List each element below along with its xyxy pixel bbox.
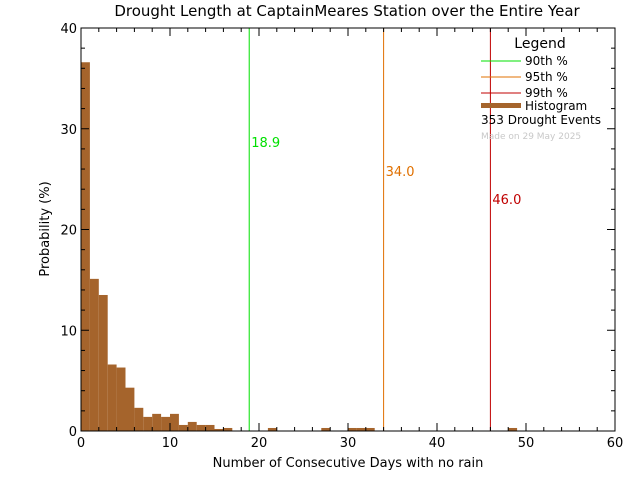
histogram-bar <box>125 387 135 431</box>
x-tick-label: 40 <box>429 436 446 451</box>
x-tick-label: 30 <box>340 436 357 451</box>
x-tick-label: 0 <box>77 436 85 451</box>
histogram-bar <box>170 413 179 431</box>
percentile-lines: 18.9 34.0 46.0 <box>248 28 521 431</box>
x-tick-label: 60 <box>607 436 624 451</box>
histogram-bar <box>107 364 117 431</box>
y-tick-label: 40 <box>60 22 77 37</box>
histogram-bar <box>161 416 170 431</box>
histogram-bar <box>348 427 357 431</box>
legend-label-99th: 99th % <box>525 86 568 100</box>
x-tick-label: 50 <box>518 436 535 451</box>
x-tick-label: 20 <box>251 436 268 451</box>
legend: Legend 90th % 95th % 99th % Histogram 35… <box>481 36 601 142</box>
histogram-bar <box>134 407 144 431</box>
histogram-bar <box>152 413 162 431</box>
histogram-bar <box>214 428 224 431</box>
y-tick-label: 30 <box>60 123 77 138</box>
y-axis-ticks: 0 10 20 30 40 <box>60 22 615 440</box>
histogram-bar <box>81 62 90 431</box>
x-axis-ticks: 0 10 20 30 40 50 60 <box>77 28 623 451</box>
histogram-bar <box>205 424 215 431</box>
x-axis-label: Number of Consecutive Days with no rain <box>213 456 484 471</box>
histogram-bar <box>356 427 366 431</box>
percentile-value-label: 46.0 <box>492 193 521 208</box>
legend-event-count: 353 Drought Events <box>481 113 601 127</box>
y-tick-label: 10 <box>60 324 77 339</box>
legend-swatch-histogram <box>481 103 521 108</box>
histogram-bar <box>321 427 331 431</box>
histogram-bar <box>508 427 518 431</box>
y-tick-label: 0 <box>69 425 77 440</box>
legend-title: Legend <box>514 36 565 52</box>
percentile-value-label: 18.9 <box>251 136 280 151</box>
percentile-value-label: 34.0 <box>386 165 415 180</box>
histogram-bar <box>89 278 99 431</box>
y-tick-label: 20 <box>60 224 77 239</box>
histogram-bar <box>143 416 153 431</box>
histogram-bar <box>116 367 126 431</box>
histogram-bars <box>81 62 518 431</box>
histogram-bar <box>178 424 188 431</box>
x-tick-label: 10 <box>162 436 179 451</box>
histogram-bar <box>365 427 375 431</box>
legend-label-95th: 95th % <box>525 70 568 84</box>
histogram-bar <box>267 427 277 431</box>
y-axis-label: Probability (%) <box>38 181 53 276</box>
chart-title: Drought Length at CaptainMeares Station … <box>114 2 580 20</box>
histogram-bar <box>98 294 108 431</box>
histogram-bar <box>196 424 206 431</box>
histogram-bar <box>223 427 233 431</box>
legend-label-histogram: Histogram <box>525 99 587 113</box>
made-on-note: Made on 29 May 2025 <box>481 132 581 142</box>
histogram-bar <box>187 421 197 431</box>
legend-label-90th: 90th % <box>525 54 568 68</box>
